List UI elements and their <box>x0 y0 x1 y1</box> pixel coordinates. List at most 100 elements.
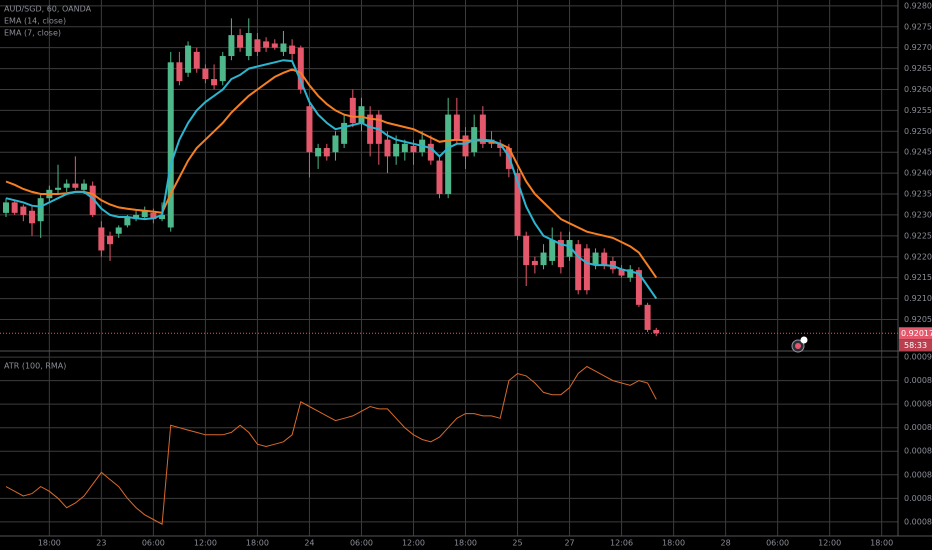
y-tick-label: 0.00083 <box>904 517 932 526</box>
candle-body <box>107 235 114 245</box>
candle-body <box>349 97 356 123</box>
candle-body <box>306 106 313 153</box>
icon-badge[interactable] <box>800 336 808 344</box>
candle-body <box>497 143 504 149</box>
candle-body <box>271 43 278 48</box>
candle-body <box>401 143 408 153</box>
x-tick-label: 18:00 <box>454 539 477 548</box>
legend-entry: EMA (14, close) <box>4 17 66 26</box>
x-tick-label: 25 <box>512 539 522 548</box>
candle-body <box>89 185 96 215</box>
candle-body <box>124 217 131 226</box>
candle-body <box>37 198 44 222</box>
x-tick-label: 06:00 <box>142 539 165 548</box>
x-tick-label: 06:00 <box>350 539 373 548</box>
candle-body <box>176 62 183 82</box>
candle-body <box>653 329 660 334</box>
last-price-tag <box>899 327 932 340</box>
candle-body <box>11 202 18 213</box>
candle-body <box>202 68 209 80</box>
x-tick-label: 12:00 <box>402 539 425 548</box>
candle-body <box>462 135 469 157</box>
x-tick-label: 06:00 <box>766 539 789 548</box>
candle-body <box>601 252 608 266</box>
chart-title: AUD/SGD, 60, OANDA <box>4 5 92 14</box>
candle-body <box>627 269 634 278</box>
candle-body <box>289 45 296 54</box>
candle-body <box>150 212 157 220</box>
candle-body <box>323 148 330 157</box>
candle-body <box>297 47 304 90</box>
candle-body <box>211 79 218 86</box>
x-tick-label: 12:00 <box>194 539 217 548</box>
candle-body <box>167 62 174 228</box>
candle-body <box>29 210 36 224</box>
candle-body <box>263 41 270 48</box>
countdown-tag <box>899 339 932 352</box>
candle-body <box>98 227 105 251</box>
candle-body <box>618 269 625 276</box>
candle-body <box>514 173 521 236</box>
candle-body <box>228 35 235 57</box>
icon-dot[interactable] <box>795 343 801 349</box>
candle-body <box>81 183 88 190</box>
y-tick-label: 0.00089 <box>904 376 932 385</box>
candle-body <box>540 252 547 266</box>
x-tick-label: 23 <box>96 539 106 548</box>
candle-body <box>280 43 287 52</box>
candle-body <box>237 35 244 48</box>
candle-body <box>523 235 530 266</box>
candle-body <box>358 106 365 123</box>
y-tick-label: 0.00086 <box>904 447 932 456</box>
x-tick-label: 27 <box>564 539 574 548</box>
candle-body <box>436 160 443 195</box>
candle-body <box>592 252 599 266</box>
candle-body <box>531 260 538 266</box>
candle-body <box>445 114 452 195</box>
alert-icon[interactable] <box>791 336 808 353</box>
candle-body <box>393 143 400 157</box>
x-tick-label: 18:00 <box>662 539 685 548</box>
candle-body <box>566 240 573 257</box>
legend-entry: EMA (7, close) <box>4 29 61 38</box>
candle-body <box>63 183 70 188</box>
y-tick-label: 0.00085 <box>904 470 932 479</box>
x-tick-label: 18:00 <box>246 539 269 548</box>
candle-body <box>159 214 166 220</box>
candle-body <box>72 183 79 188</box>
x-tick-label: 24 <box>304 539 314 548</box>
candle-body <box>384 139 391 157</box>
candle-body <box>479 114 486 144</box>
candle-body <box>185 45 192 73</box>
candle-body <box>635 270 642 305</box>
candle-body <box>219 56 226 82</box>
candle-body <box>367 114 374 144</box>
x-tick-label: 18:00 <box>870 539 893 548</box>
candle-body <box>55 187 62 190</box>
candle-body <box>254 39 261 52</box>
candle-body <box>644 304 651 330</box>
candle-body <box>332 135 339 153</box>
candle-body <box>193 51 200 69</box>
legend-entry: ATR (100, RMA) <box>4 362 66 371</box>
x-tick-label: 12:06 <box>610 539 633 548</box>
candle-body <box>3 202 9 213</box>
last-price-label: 0.92017 <box>901 329 932 338</box>
candle-body <box>557 240 564 268</box>
ema-line <box>5 68 658 279</box>
y-tick-label: 0.00088 <box>904 400 932 409</box>
indicator-line <box>5 365 657 526</box>
